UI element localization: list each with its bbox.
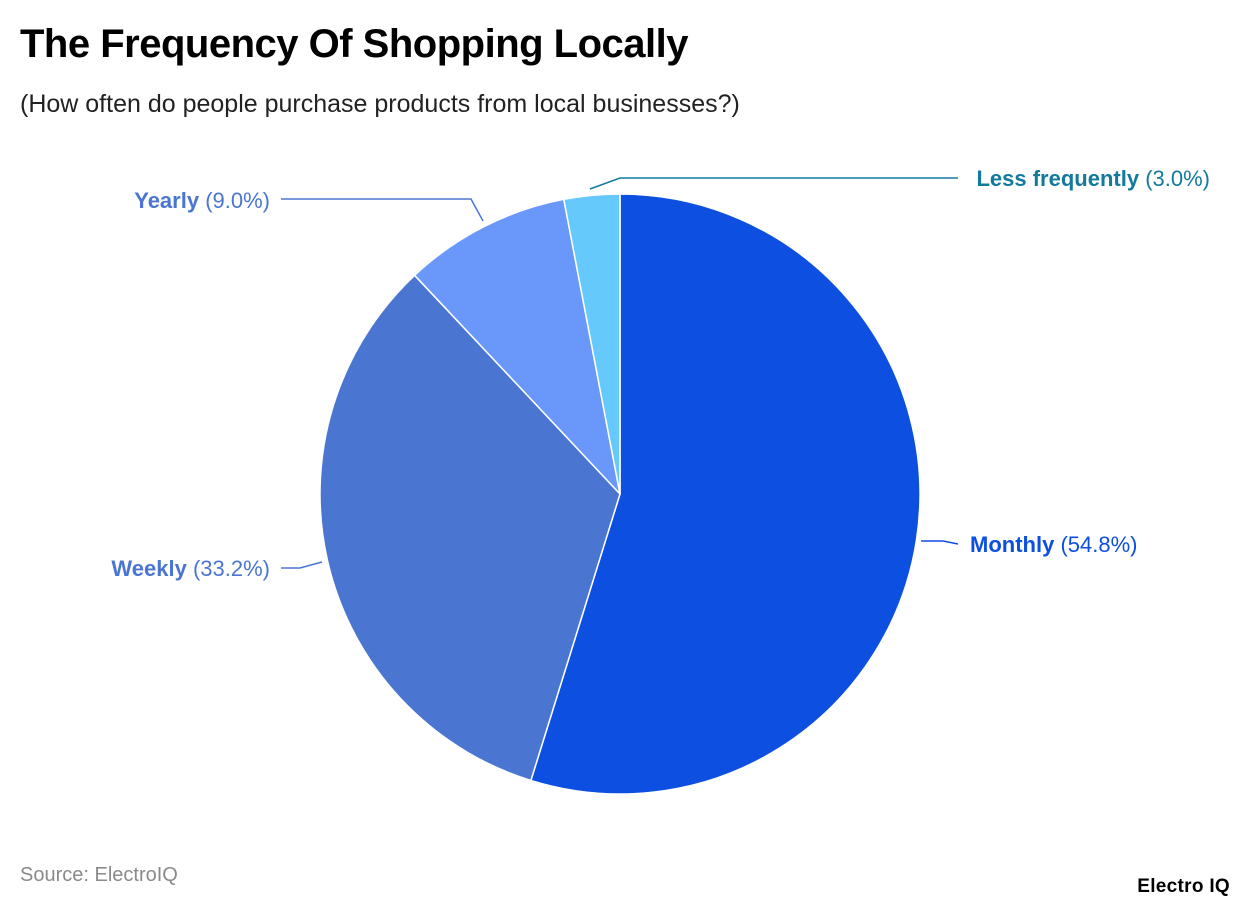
pie-slices bbox=[319, 193, 921, 795]
slice-label-value: (33.2%) bbox=[187, 556, 270, 581]
leader-lines bbox=[281, 177, 959, 569]
slice-label-less-frequently: Less frequently (3.0%) bbox=[976, 166, 1210, 191]
slice-label-name: Less frequently bbox=[976, 166, 1139, 191]
slice-label-yearly: Yearly (9.0%) bbox=[134, 188, 270, 213]
slice-label-value: (3.0%) bbox=[1139, 166, 1210, 191]
chart-title: The Frequency Of Shopping Locally bbox=[20, 22, 689, 66]
slice-label-value: (9.0%) bbox=[199, 188, 270, 213]
pie-slice-yearly bbox=[413, 198, 621, 495]
pie-slice-monthly bbox=[530, 193, 921, 795]
slice-label-value: (54.8%) bbox=[1054, 532, 1137, 557]
leader-line-weekly bbox=[281, 561, 323, 569]
leader-line-less-frequently bbox=[589, 177, 958, 190]
leader-line-monthly bbox=[921, 540, 959, 545]
slice-label-monthly: Monthly (54.8%) bbox=[970, 532, 1137, 557]
pie-slice-less-frequently bbox=[563, 193, 621, 495]
chart-subtitle: (How often do people purchase products f… bbox=[20, 90, 740, 118]
slice-labels: Monthly (54.8%) Weekly (33.2%) Yearly (9.0… bbox=[111, 166, 1210, 581]
slice-label-name: Weekly bbox=[111, 556, 187, 581]
brand-logo: Electro IQ bbox=[1137, 876, 1230, 897]
pie-slice-weekly bbox=[319, 274, 621, 782]
slice-label-weekly: Weekly (33.2%) bbox=[111, 556, 270, 581]
slice-label-name: Monthly bbox=[970, 532, 1055, 557]
slice-label-name: Yearly bbox=[134, 188, 200, 213]
source-note: Source: ElectroIQ bbox=[20, 864, 178, 886]
leader-line-yearly bbox=[281, 198, 484, 222]
